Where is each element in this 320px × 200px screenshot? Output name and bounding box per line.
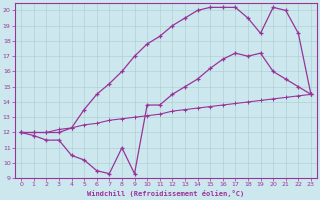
X-axis label: Windchill (Refroidissement éolien,°C): Windchill (Refroidissement éolien,°C): [87, 190, 245, 197]
